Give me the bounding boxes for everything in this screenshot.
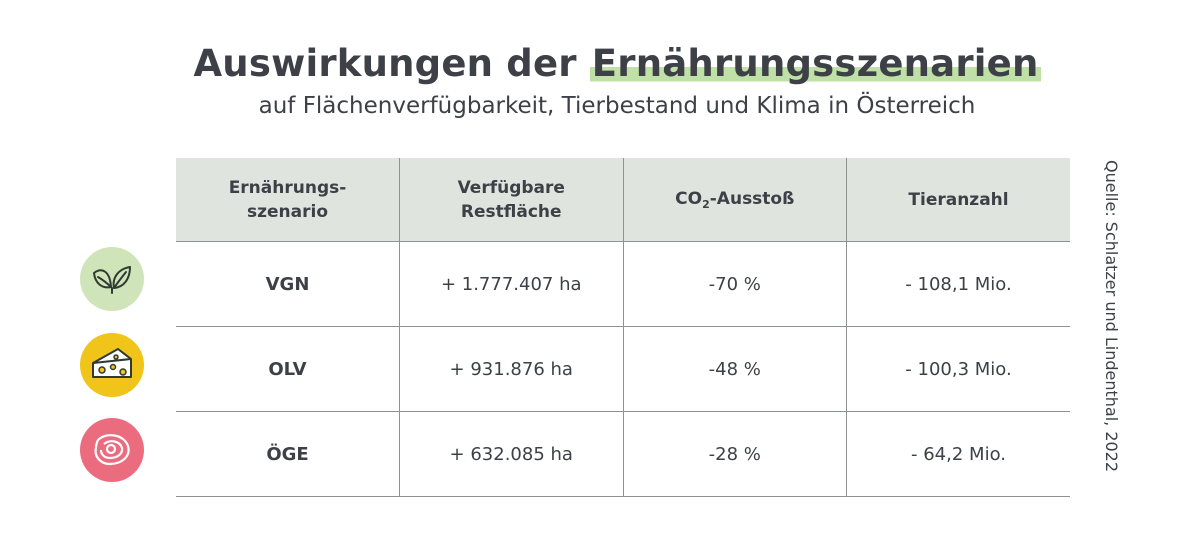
header-co2-sub: 2 <box>702 197 710 211</box>
cell-animals: - 108,1 Mio. <box>846 241 1070 327</box>
header-co2-suffix: -Ausstoß <box>709 188 795 209</box>
cell-scenario: OLV <box>176 326 400 412</box>
cell-area: + 1.777.407 ha <box>399 241 623 327</box>
header-scenario: Ernährungs- szenario <box>176 158 400 242</box>
cell-animals: - 100,3 Mio. <box>846 326 1070 412</box>
leaf-icon <box>80 247 144 311</box>
table-row: OLV + 931.876 ha -48 % - 100,3 Mio. <box>176 326 1070 412</box>
scenario-table: Ernährungs- szenario Verfügbare Restfläc… <box>176 158 1070 497</box>
page-subtitle: auf Flächenverfügbarkeit, Tierbestand un… <box>258 93 976 119</box>
source-citation: Quelle: Schlatzer und Lindenthal, 2022 <box>1102 160 1121 473</box>
header-co2-prefix: CO <box>675 188 703 209</box>
cell-area: + 931.876 ha <box>399 326 623 412</box>
header-co2: CO2-Ausstoß <box>622 158 847 242</box>
cheese-icon <box>80 333 144 397</box>
header-animals: Tieranzahl <box>846 158 1070 242</box>
cell-area: + 632.085 ha <box>399 411 623 497</box>
title-plain: Auswirkungen der <box>193 42 590 85</box>
cell-scenario: VGN <box>176 241 400 327</box>
cell-co2: -48 % <box>622 326 847 412</box>
meat-icon <box>80 418 144 482</box>
header-area: Verfügbare Restfläche <box>399 158 623 242</box>
cell-scenario: ÖGE <box>176 411 400 497</box>
page-title: Auswirkungen der Ernährungsszenarien <box>0 42 1200 85</box>
cell-animals: - 64,2 Mio. <box>846 411 1070 497</box>
table-header-row: Ernährungs- szenario Verfügbare Restfläc… <box>176 158 1070 242</box>
table-row: VGN + 1.777.407 ha -70 % - 108,1 Mio. <box>176 241 1070 327</box>
table-row: ÖGE + 632.085 ha -28 % - 64,2 Mio. <box>176 411 1070 497</box>
cell-co2: -70 % <box>622 241 847 327</box>
cell-co2: -28 % <box>622 411 847 497</box>
title-highlight: Ernährungsszenarien <box>589 42 1041 85</box>
